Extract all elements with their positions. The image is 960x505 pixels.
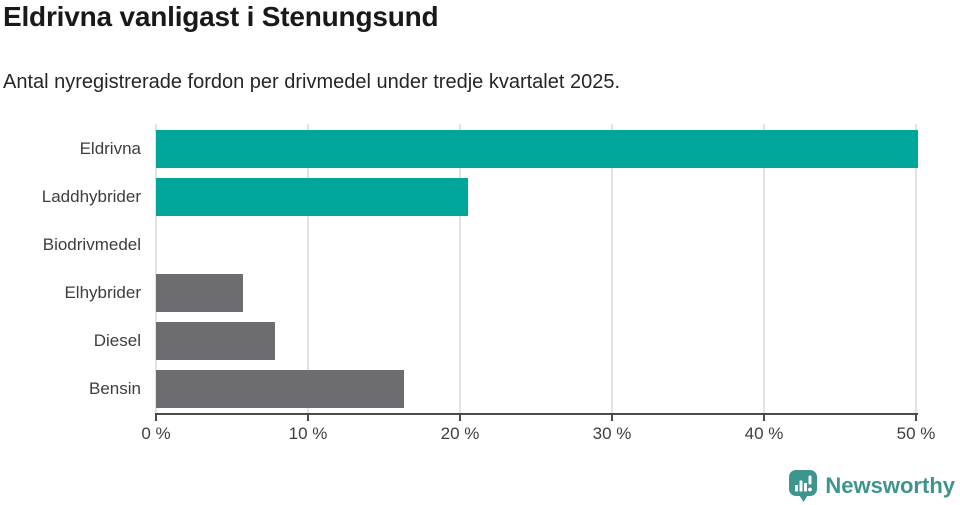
x-tick-label: 40 % bbox=[744, 424, 784, 443]
x-axis-tick-10 bbox=[307, 415, 309, 421]
x-axis-tick-30 bbox=[611, 415, 613, 421]
gridline-50 bbox=[915, 124, 917, 413]
gridline-10 bbox=[307, 124, 309, 413]
x-tick-label: 0 % bbox=[141, 424, 171, 443]
newsworthy-logo: Newsworthy bbox=[788, 469, 955, 502]
gridline-30 bbox=[611, 124, 613, 413]
category-label: Elhybrider bbox=[64, 283, 141, 302]
x-axis-tick-50 bbox=[915, 415, 917, 421]
x-axis-line bbox=[155, 413, 918, 415]
x-tick-label: 20 % bbox=[440, 424, 480, 443]
x-tick-label: 10 % bbox=[288, 424, 328, 443]
x-tick-label: 50 % bbox=[896, 424, 936, 443]
bar-laddhybrider bbox=[156, 178, 468, 216]
category-label: Biodrivmedel bbox=[42, 235, 141, 254]
x-axis-tick-20 bbox=[459, 415, 461, 421]
chart-title: Eldrivna vanligast i Stenungsund bbox=[3, 1, 439, 32]
category-label: Eldrivna bbox=[79, 139, 141, 158]
category-label: Bensin bbox=[89, 379, 141, 398]
category-label: Diesel bbox=[93, 331, 141, 350]
newsworthy-logo-text: Newsworthy bbox=[825, 472, 955, 498]
category-label: Laddhybrider bbox=[41, 187, 141, 206]
chart-subtitle: Antal nyregistrerade fordon per drivmede… bbox=[3, 71, 621, 93]
newsworthy-bubble-chart-icon bbox=[789, 470, 818, 502]
bar-eldrivna bbox=[156, 130, 918, 168]
gridline-40 bbox=[763, 124, 765, 413]
x-axis-tick-0 bbox=[155, 415, 157, 421]
gridline-20 bbox=[459, 124, 461, 413]
x-axis-tick-40 bbox=[763, 415, 765, 421]
gridline-0 bbox=[155, 124, 157, 413]
x-tick-label: 30 % bbox=[592, 424, 632, 443]
bar-bensin bbox=[156, 370, 404, 408]
bar-elhybrider bbox=[156, 274, 243, 312]
bar-diesel bbox=[156, 322, 275, 360]
